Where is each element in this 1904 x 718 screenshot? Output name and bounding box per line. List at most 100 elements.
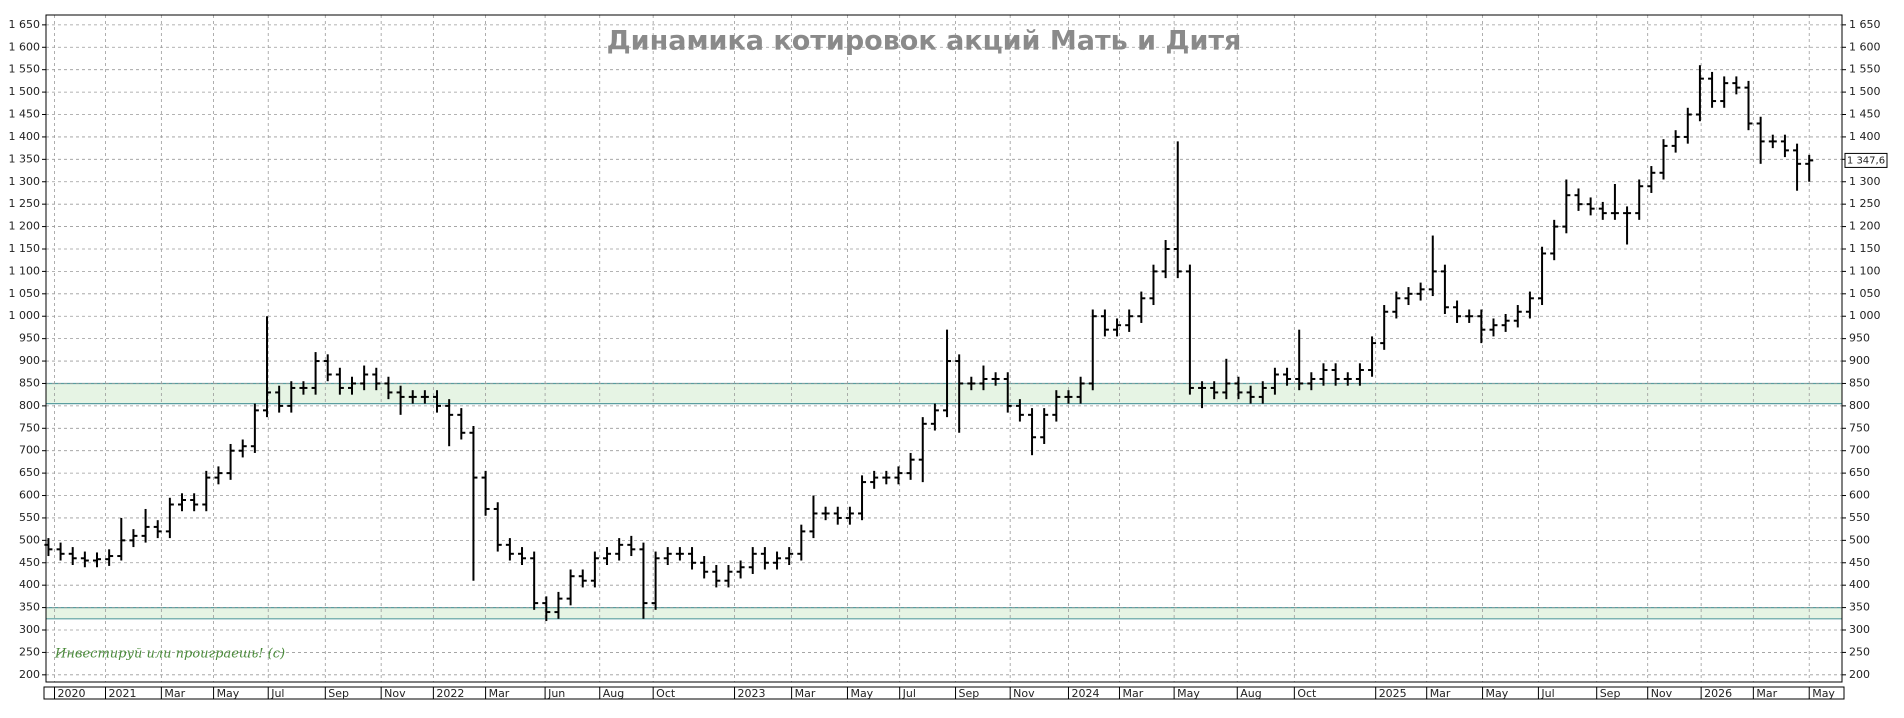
x-tick-label: 2024 <box>1071 687 1099 700</box>
x-tick-label: Jul <box>270 687 284 700</box>
y-tick-label: 700 <box>19 444 40 457</box>
x-tick-label: Oct <box>656 687 676 700</box>
y-tick-label: 850 <box>1849 376 1870 389</box>
y-tick-label: 950 <box>19 332 40 345</box>
y-tick-label: 1 200 <box>1849 220 1881 233</box>
y-tick-label: 400 <box>1849 578 1870 591</box>
y-tick-label: 500 <box>19 533 40 546</box>
y-tick-label: 1 050 <box>9 287 41 300</box>
x-tick-label: Mar <box>164 687 185 700</box>
y-tick-label: 600 <box>1849 489 1870 502</box>
x-tick-label: Sep <box>328 687 349 700</box>
y-tick-label: 1 500 <box>9 85 41 98</box>
y-tick-label: 750 <box>1849 421 1870 434</box>
x-tick-label: 2025 <box>1379 687 1407 700</box>
y-tick-label: 800 <box>1849 399 1870 412</box>
y-tick-label: 1 100 <box>1849 264 1881 277</box>
y-tick-label: 350 <box>19 601 40 614</box>
y-tick-label: 1 000 <box>9 309 41 322</box>
chart-title: Динамика котировок акций Мать и Дитя <box>607 26 1242 57</box>
y-tick-label: 1 050 <box>1849 287 1881 300</box>
x-tick-label: Nov <box>384 687 406 700</box>
x-tick-label: May <box>1486 687 1509 700</box>
y-tick-label: 950 <box>1849 332 1870 345</box>
y-tick-label: 1 300 <box>9 175 41 188</box>
x-tick-label: 2023 <box>738 687 766 700</box>
x-tick-label: Aug <box>603 687 624 700</box>
y-tick-label: 250 <box>1849 645 1870 658</box>
y-tick-label: 200 <box>19 668 40 681</box>
x-tick-label: Mar <box>795 687 816 700</box>
x-tick-label: 2026 <box>1704 687 1732 700</box>
x-tick-label: Jun <box>547 687 565 700</box>
y-tick-label: 850 <box>19 376 40 389</box>
y-tick-label: 650 <box>1849 466 1870 479</box>
plot-frame <box>45 14 1843 683</box>
support-zone <box>46 607 1842 619</box>
y-tick-label: 1 600 <box>9 40 41 53</box>
y-tick-label: 1 150 <box>9 242 41 255</box>
y-tick-label: 700 <box>1849 444 1870 457</box>
x-axis-strip <box>43 686 1845 700</box>
y-tick-label: 1 450 <box>1849 108 1881 121</box>
y-tick-label: 800 <box>19 399 40 412</box>
y-tick-label: 1 650 <box>1849 18 1881 31</box>
y-tick-label: 1 450 <box>9 108 41 121</box>
y-tick-label: 250 <box>19 645 40 658</box>
y-tick-label: 300 <box>1849 623 1870 636</box>
watermark: Инвестируй или проиграешь! (с) <box>54 647 285 662</box>
y-tick-label: 550 <box>19 511 40 524</box>
y-tick-label: 550 <box>1849 511 1870 524</box>
x-tick-label: Sep <box>959 687 980 700</box>
y-tick-label: 350 <box>1849 601 1870 614</box>
y-tick-label: 1 400 <box>1849 130 1881 143</box>
y-tick-label: 1 300 <box>1849 175 1881 188</box>
x-tick-label: Jul <box>1540 687 1554 700</box>
y-tick-label: 1 250 <box>9 197 41 210</box>
x-tick-label: Mar <box>1430 687 1451 700</box>
y-tick-label: 600 <box>19 489 40 502</box>
x-tick-label: Mar <box>1122 687 1143 700</box>
x-tick-label: Nov <box>1651 687 1673 700</box>
x-tick-label: May <box>1177 687 1200 700</box>
y-tick-label: 200 <box>1849 668 1870 681</box>
x-tick-label: Mar <box>489 687 510 700</box>
y-tick-label: 650 <box>19 466 40 479</box>
y-tick-label: 1 250 <box>1849 197 1881 210</box>
y-tick-label: 1 100 <box>9 264 41 277</box>
x-tick-label: Nov <box>1013 687 1035 700</box>
y-tick-label: 1 200 <box>9 220 41 233</box>
x-tick-label: May <box>217 687 240 700</box>
x-tick-label: Sep <box>1600 687 1621 700</box>
y-tick-label: 1 550 <box>9 63 41 76</box>
y-tick-label: 900 <box>1849 354 1870 367</box>
x-tick-label: Oct <box>1297 687 1317 700</box>
y-tick-label: 1 650 <box>9 18 41 31</box>
x-tick-label: May <box>850 687 873 700</box>
x-tick-label: Mar <box>1756 687 1777 700</box>
y-tick-label: 1 550 <box>1849 63 1881 76</box>
x-tick-label: 2020 <box>58 687 86 700</box>
support-zone <box>46 383 1842 404</box>
y-tick-label: 450 <box>19 556 40 569</box>
x-tick-label: May <box>1812 687 1835 700</box>
last-price-label: 1 347,6 <box>1847 155 1885 166</box>
y-tick-label: 400 <box>19 578 40 591</box>
x-tick-label: Aug <box>1240 687 1261 700</box>
last-price-box <box>1844 152 1888 168</box>
y-tick-label: 1 400 <box>9 130 41 143</box>
x-tick-label: 2021 <box>109 687 137 700</box>
y-tick-label: 1 000 <box>1849 309 1881 322</box>
y-tick-label: 500 <box>1849 533 1870 546</box>
y-tick-label: 900 <box>19 354 40 367</box>
y-tick-label: 1 600 <box>1849 40 1881 53</box>
y-tick-label: 300 <box>19 623 40 636</box>
y-tick-label: 1 150 <box>1849 242 1881 255</box>
x-tick-label: Jul <box>902 687 916 700</box>
y-tick-label: 750 <box>19 421 40 434</box>
y-tick-label: 1 350 <box>9 152 41 165</box>
y-tick-label: 450 <box>1849 556 1870 569</box>
x-tick-label: 2022 <box>436 687 464 700</box>
